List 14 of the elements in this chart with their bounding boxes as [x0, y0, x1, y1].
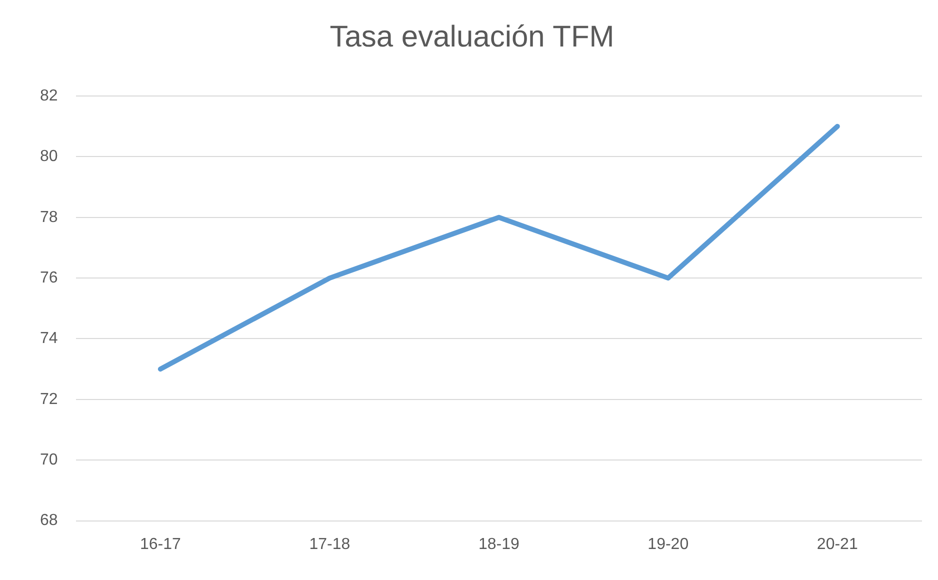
y-tick-label: 68	[40, 512, 58, 530]
x-tick-label: 18-19	[478, 536, 520, 553]
y-tick-label: 72	[40, 390, 58, 408]
y-tick-label: 80	[40, 148, 58, 166]
x-tick-label: 19-20	[648, 536, 689, 553]
y-tick-label: 82	[40, 87, 58, 104]
y-tick-label: 74	[40, 330, 58, 348]
x-tick-label: 16-17	[140, 536, 181, 553]
y-tick-label: 76	[40, 269, 58, 286]
chart-title: Tasa evaluación TFM	[330, 20, 614, 54]
x-tick-label: 17-18	[309, 536, 350, 553]
y-tick-label: 70	[40, 452, 58, 469]
x-tick-label: 20-21	[816, 536, 858, 553]
y-tick-label: 78	[40, 208, 58, 226]
